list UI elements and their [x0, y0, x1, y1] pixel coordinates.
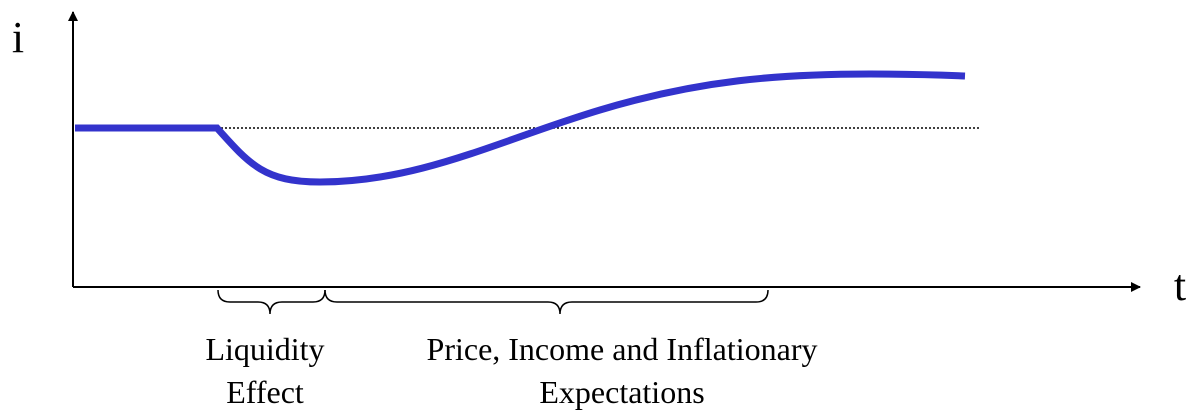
- brace-label: Expectations: [539, 374, 704, 410]
- brace-label: Price, Income and Inflationary: [427, 331, 818, 367]
- brace: [217, 289, 326, 315]
- brace-label: Effect: [226, 374, 304, 410]
- interest-rate-curve: [75, 70, 966, 186]
- brace: [324, 289, 769, 315]
- brace-label: Liquidity: [205, 331, 324, 367]
- x-axis-label: t: [1174, 261, 1186, 310]
- y-axis-label: i: [12, 13, 24, 62]
